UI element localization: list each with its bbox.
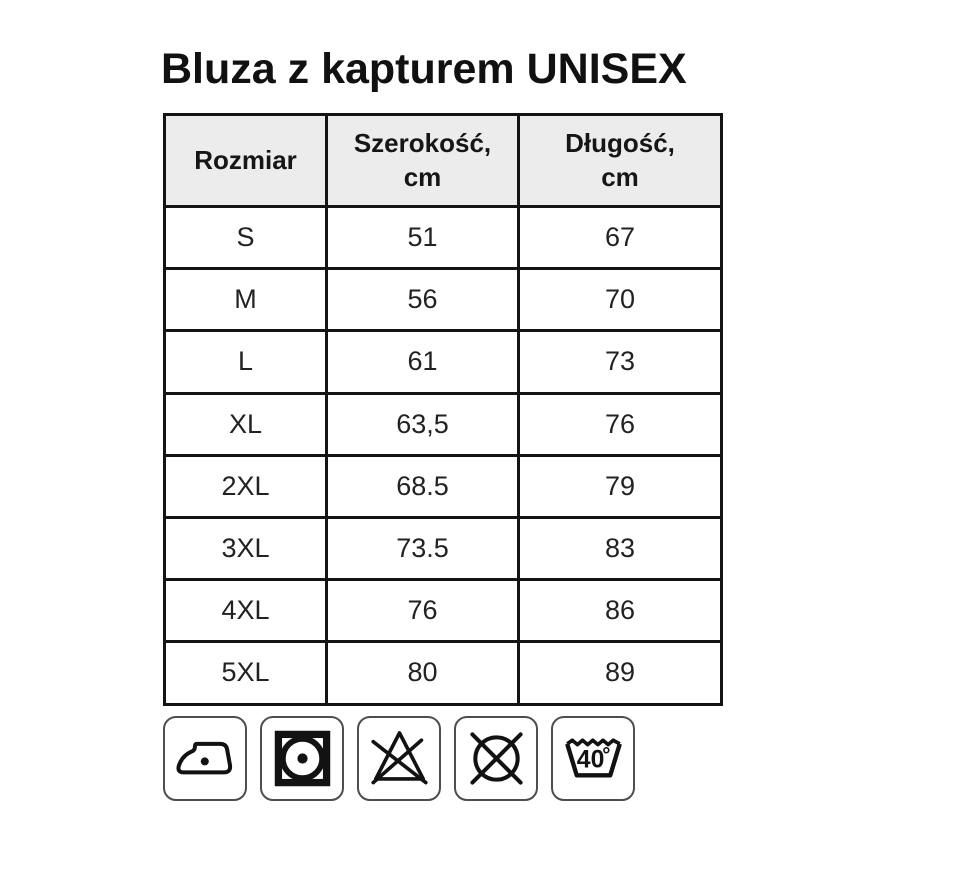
size-cell: L — [163, 329, 328, 395]
length-cell: 83 — [517, 515, 723, 582]
do-not-bleach-icon — [370, 731, 428, 785]
size-cell: XL — [163, 391, 328, 457]
care-icon-box-tumble-dry — [260, 716, 344, 801]
wash-degree-symbol: ° — [602, 743, 610, 766]
table-row: 5XL 80 89 — [163, 640, 723, 706]
length-cell: 76 — [517, 391, 723, 457]
length-cell: 73 — [517, 329, 723, 395]
width-cell: 68.5 — [325, 453, 520, 519]
width-cell: 56 — [325, 267, 520, 333]
size-cell: 2XL — [163, 453, 328, 519]
width-cell: 63,5 — [325, 391, 520, 457]
length-cell: 70 — [517, 267, 723, 333]
table-row: 4XL 76 86 — [163, 578, 723, 644]
care-icons-row: 40 ° — [163, 716, 635, 801]
size-cell: 4XL — [163, 578, 328, 644]
col-header-length: Długość, cm — [517, 113, 723, 208]
width-cell: 51 — [325, 204, 520, 271]
width-cell: 76 — [325, 578, 520, 644]
size-cell: S — [163, 204, 328, 271]
size-table: Rozmiar Szerokość, cm Długość, cm S 51 6… — [163, 113, 723, 706]
col-header-width: Szerokość, cm — [325, 113, 520, 208]
width-cell: 73.5 — [325, 515, 520, 582]
table-row: L 61 73 — [163, 329, 723, 395]
tumble-dry-icon — [274, 730, 330, 787]
length-cell: 86 — [517, 578, 723, 644]
care-icon-box-no-bleach — [357, 716, 441, 801]
table-row: 3XL 73.5 83 — [163, 515, 723, 582]
page-title: Bluza z kapturem UNISEX — [161, 45, 687, 93]
length-cell: 79 — [517, 453, 723, 519]
length-cell: 67 — [517, 204, 723, 271]
table-row: S 51 67 — [163, 204, 723, 271]
table-row: XL 63,5 76 — [163, 391, 723, 457]
care-icon-box-iron — [163, 716, 247, 801]
col-header-size: Rozmiar — [163, 113, 328, 208]
length-cell: 89 — [517, 640, 723, 706]
table-row: 2XL 68.5 79 — [163, 453, 723, 519]
table-row: M 56 70 — [163, 267, 723, 333]
do-not-dry-clean-icon — [469, 732, 523, 785]
wash-40-icon: 40 ° — [564, 738, 622, 778]
size-cell: M — [163, 267, 328, 333]
size-cell: 3XL — [163, 515, 328, 582]
iron-one-dot-icon — [175, 741, 232, 775]
width-cell: 61 — [325, 329, 520, 395]
care-icon-box-wash-40: 40 ° — [551, 716, 635, 801]
wash-temperature-label: 40 — [576, 746, 604, 773]
care-icon-box-no-dry-clean — [454, 716, 538, 801]
size-cell: 5XL — [163, 640, 328, 706]
table-header-row: Rozmiar Szerokość, cm Długość, cm — [163, 113, 723, 208]
width-cell: 80 — [325, 640, 520, 706]
